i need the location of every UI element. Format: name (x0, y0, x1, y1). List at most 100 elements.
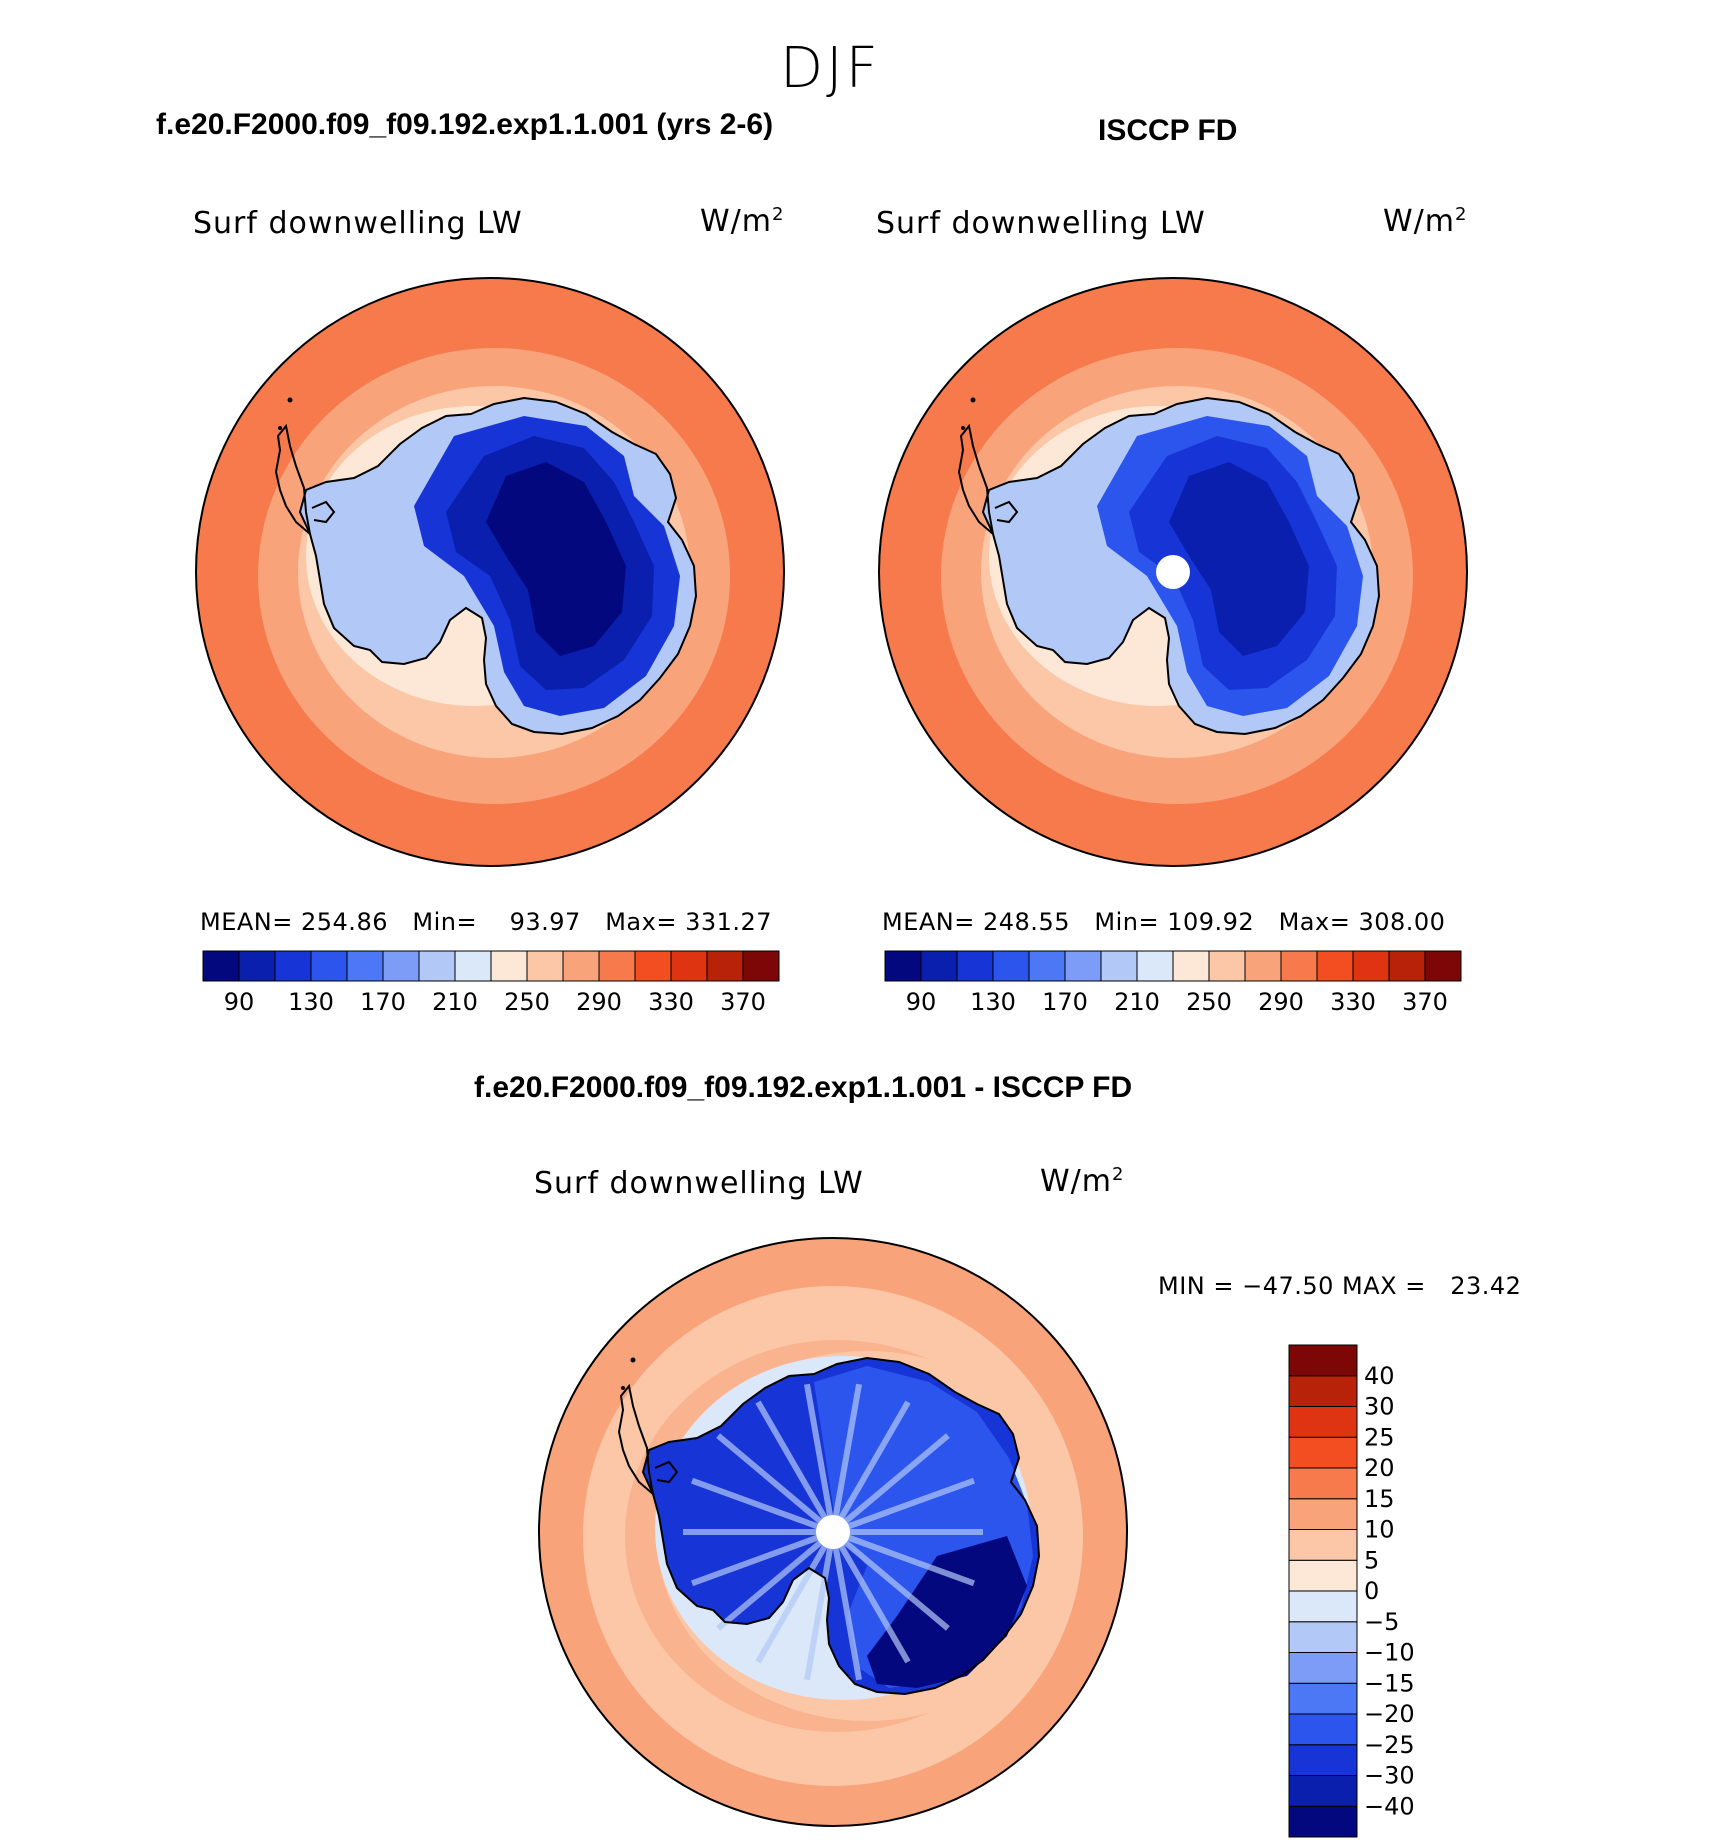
panel3-polar-map (538, 1237, 1128, 1827)
panel2-colorbar-tick: 370 (1402, 988, 1448, 1016)
panel2-min-value: 109.92 (1167, 908, 1255, 936)
panel1-colorbar-box (598, 950, 636, 982)
panel3-radial-streak (831, 1433, 950, 1535)
panel2-coastline (981, 396, 1381, 736)
panel2-max-value: 308.00 (1358, 908, 1446, 936)
panel3-colorbar-box (1288, 1559, 1358, 1592)
panel3-radial-streak (803, 1383, 836, 1533)
panel3-colorbar-box (1288, 1775, 1358, 1807)
panel2-weddell-inlet (994, 500, 1019, 524)
panel1-island (278, 426, 282, 430)
panel3-units-exp: 2 (1112, 1164, 1125, 1185)
panel3-radial-streak (755, 1530, 836, 1664)
figure-season-title: DJF (780, 36, 881, 101)
panel3-colorbar-box (1288, 1436, 1358, 1469)
panel1-colorbar-box (670, 950, 708, 982)
panel3-colorbar-tick: −15 (1364, 1669, 1415, 1697)
panel1-continent-fill (300, 398, 696, 734)
panel2-map-fill (879, 278, 1467, 866)
panel2-colorbar-box (920, 950, 958, 982)
panel2-colorbar-box (1352, 950, 1390, 982)
panel1-colorbar-tick: 210 (432, 988, 478, 1016)
panel3-colorbar-box (1288, 1805, 1358, 1838)
panel1-colorbar-tick: 170 (360, 988, 406, 1016)
panel1-min-value: 93.97 (509, 908, 581, 936)
panel3-radial-streak (831, 1529, 950, 1631)
panel1-max-value: 331.27 (685, 908, 773, 936)
panel3-radial-streak (831, 1477, 975, 1535)
panel3-radial-streak (691, 1477, 835, 1535)
panel2-colorbar-box (1280, 950, 1318, 982)
panel2-units-base: W/m (1383, 204, 1455, 239)
panel1-colorbar-box (454, 950, 492, 982)
panel1-coastline (298, 396, 698, 736)
panel1-colorbar-box (634, 950, 672, 982)
panel1-colorbar-box (310, 950, 348, 982)
panel2-colorbar-box (1208, 950, 1246, 982)
panel2-peninsula-coastline (957, 423, 995, 537)
panel3-radial-streak (830, 1383, 863, 1533)
panel3-colorbar-tick: −20 (1364, 1700, 1415, 1728)
panel1-weddell-inlet (311, 500, 336, 524)
panel1-units: W/m2 (700, 204, 784, 239)
panel1-mean-label: MEAN= (200, 908, 293, 936)
panel1-peninsula-coastline (274, 423, 312, 537)
panel3-radial-streak (716, 1529, 835, 1631)
panel2-island (961, 426, 965, 430)
panel1-colorbar-box (562, 950, 600, 982)
panel2-plateau-core (1169, 462, 1309, 656)
panel2-colorbar-box (956, 950, 994, 982)
panel3-weddell-inlet (654, 1460, 679, 1484)
panel2-min-label: Min= (1094, 908, 1160, 936)
panel3-colorbar-tick: −5 (1364, 1608, 1399, 1636)
panel2-max-label: Max= (1278, 908, 1351, 936)
panel1-colorbar-box (742, 950, 780, 982)
panel3-colorbar-tick: −10 (1364, 1639, 1415, 1667)
panel2-stats: MEAN= 248.55 Min= 109.92 Max= 308.00 (882, 908, 1445, 936)
panel3-variable-label: Surf downwelling LW (534, 1166, 864, 1201)
panel3-colorbar-tick: 30 (1364, 1393, 1395, 1421)
panel3-radial-streak (803, 1531, 836, 1681)
panel2-map-border (878, 277, 1468, 867)
panel2-colorbar-box (1064, 950, 1102, 982)
panel3-pole-mask (816, 1515, 850, 1549)
panel3-units: W/m2 (1040, 1164, 1124, 1199)
panel2-colorbar: 90 130 170 210 250 290 330 370 (884, 950, 1462, 1016)
panel2-colorbar-tick: 250 (1186, 988, 1232, 1016)
panel1-island (287, 397, 293, 403)
panel1-colorbar-box (418, 950, 456, 982)
panel3-radial-streak (716, 1433, 835, 1535)
panel3-map-border (538, 1237, 1128, 1827)
panel3-island (621, 1386, 625, 1390)
panel2-colorbar-box (992, 950, 1030, 982)
panel1-colorbar-box (382, 950, 420, 982)
panel3-colorbar-box (1288, 1652, 1358, 1684)
panel3-colorbar-tick: 10 (1364, 1516, 1395, 1544)
panel3-radial-streak (691, 1529, 835, 1587)
panel3-wilkes-region (867, 1536, 1027, 1688)
panel2-colorbar-box (1136, 950, 1174, 982)
panel3-title: f.e20.F2000.f09_f09.192.exp1.1.001 - ISC… (474, 1071, 1133, 1104)
panel3-colorbar-box (1288, 1467, 1358, 1500)
panel3-colorbar-tick: −40 (1364, 1792, 1415, 1820)
panel3-colorbar-box (1288, 1529, 1358, 1561)
panel3-colorbar-tick: −25 (1364, 1731, 1415, 1759)
panel3-colorbar-tick: 5 (1364, 1546, 1379, 1574)
panel2-colorbar-box (1388, 950, 1426, 982)
panel3-stats: MIN = −47.50 MAX = 23.42 (1158, 1272, 1522, 1300)
panel3-colorbar-box (1288, 1744, 1358, 1776)
panel3-peninsula-coastline (617, 1383, 655, 1497)
panel1-colorbar: 90 130 170 210 250 290 330 370 (202, 950, 780, 1016)
panel1-stats: MEAN= 254.86 Min= 93.97 Max= 331.27 (200, 908, 772, 936)
panel1-max-label: Max= (605, 908, 677, 936)
panel2-title: ISCCP FD (1098, 114, 1238, 147)
panel1-units-exp: 2 (772, 204, 785, 225)
panel3-colorbar-box (1288, 1406, 1358, 1438)
panel1-title: f.e20.F2000.f09_f09.192.exp1.1.001 (yrs … (156, 108, 774, 141)
panel3-radial-streak (831, 1529, 975, 1587)
panel2-colorbar-box (1172, 950, 1210, 982)
panel1-colorbar-tick: 250 (504, 988, 550, 1016)
panel1-colorbar-box (346, 950, 384, 982)
panel1-colorbar-box (238, 950, 276, 982)
panel3-colorbar-box (1288, 1498, 1358, 1530)
